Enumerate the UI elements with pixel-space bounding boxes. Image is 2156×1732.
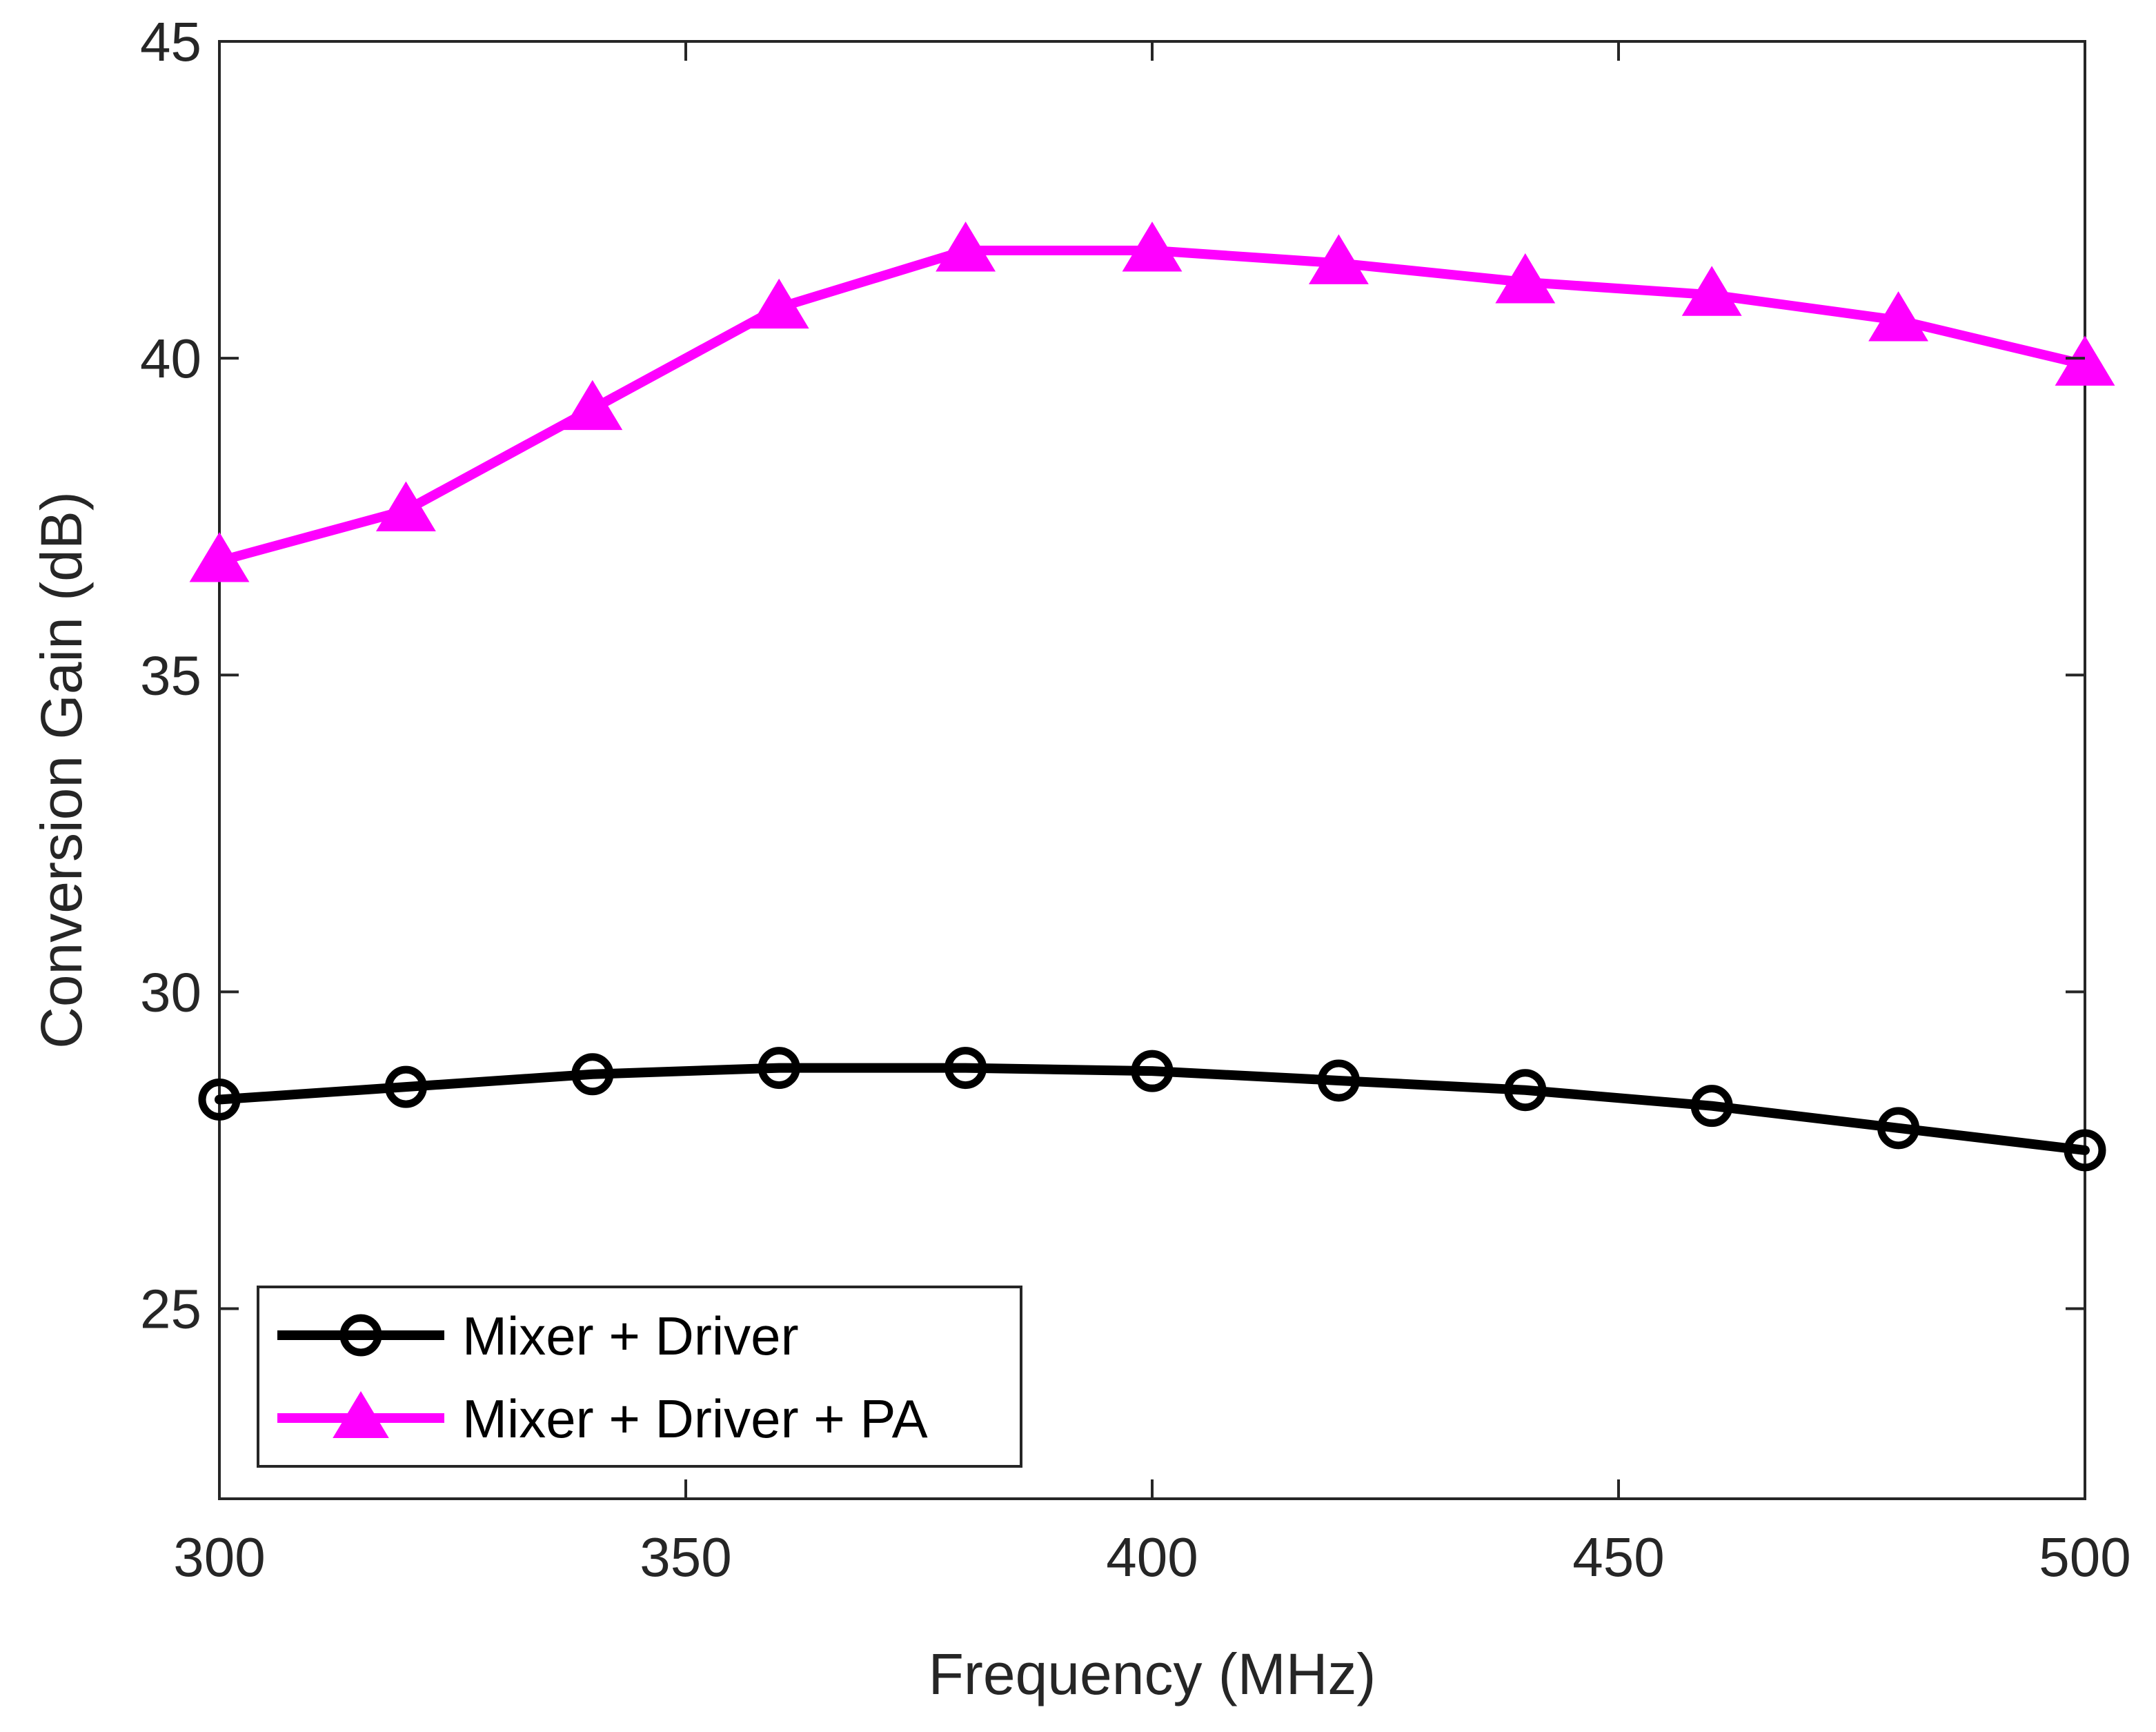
legend-marker-triangle-icon	[333, 1391, 389, 1438]
axis-ticks: 300 350 400 450 500 25 30 35 40 45	[140, 11, 2131, 1588]
series-mixer-driver	[198, 1047, 2106, 1172]
x-tick-label-300: 300	[173, 1526, 265, 1588]
data-point-1-320	[375, 481, 436, 532]
legend-marker-circle-icon	[339, 1314, 382, 1357]
data-point-0-380	[945, 1047, 987, 1090]
y-tick-label-35: 35	[140, 644, 201, 706]
x-tick-label-450: 450	[1572, 1526, 1664, 1588]
y-tick-label-25: 25	[140, 1279, 201, 1340]
legend-label-mixer-driver-pa: Mixer + Driver + PA	[462, 1388, 928, 1449]
x-tick-label-500: 500	[2039, 1526, 2130, 1588]
y-tick-label-30: 30	[140, 961, 201, 1023]
data-point-1-500	[2055, 335, 2115, 386]
data-point-0-460	[1690, 1085, 1733, 1128]
data-point-0-500	[2064, 1129, 2106, 1172]
plot-area	[189, 40, 2115, 1500]
series-mixer-driver-pa	[189, 222, 2115, 582]
series-line-0	[215, 1063, 2090, 1155]
legend: Mixer + Driver Mixer + Driver + PA	[257, 1286, 1022, 1468]
data-point-1-420	[1308, 234, 1369, 284]
data-point-1-460	[1681, 266, 1742, 316]
data-point-1-440	[1495, 253, 1556, 304]
y-axis-label: Conversion Gain (dB)	[29, 491, 94, 1049]
x-tick-label-350: 350	[640, 1526, 731, 1588]
data-point-1-340	[562, 380, 623, 431]
data-point-0-360	[758, 1047, 800, 1090]
y-tick-label-40: 40	[140, 328, 201, 389]
data-point-1-300	[189, 532, 250, 582]
data-point-0-320	[384, 1065, 427, 1108]
legend-item-mixer-driver-pa: Mixer + Driver + PA	[277, 1388, 928, 1449]
legend-label-mixer-driver: Mixer + Driver	[462, 1306, 799, 1366]
data-point-1-360	[749, 278, 809, 329]
y-tick-label-45: 45	[140, 11, 201, 72]
x-tick-label-400: 400	[1106, 1526, 1198, 1588]
data-point-1-480	[1868, 291, 1929, 342]
series-line-1	[215, 246, 2090, 566]
data-point-0-480	[1877, 1107, 1920, 1150]
data-point-0-400	[1131, 1050, 1174, 1092]
data-point-0-440	[1504, 1069, 1547, 1112]
x-axis-label: Frequency (MHz)	[929, 1642, 1376, 1706]
data-point-1-400	[1122, 222, 1183, 272]
data-point-0-340	[571, 1053, 614, 1096]
legend-item-mixer-driver: Mixer + Driver	[277, 1306, 799, 1366]
data-point-1-380	[936, 222, 996, 272]
data-point-0-300	[198, 1078, 241, 1121]
data-point-0-420	[1317, 1059, 1360, 1102]
